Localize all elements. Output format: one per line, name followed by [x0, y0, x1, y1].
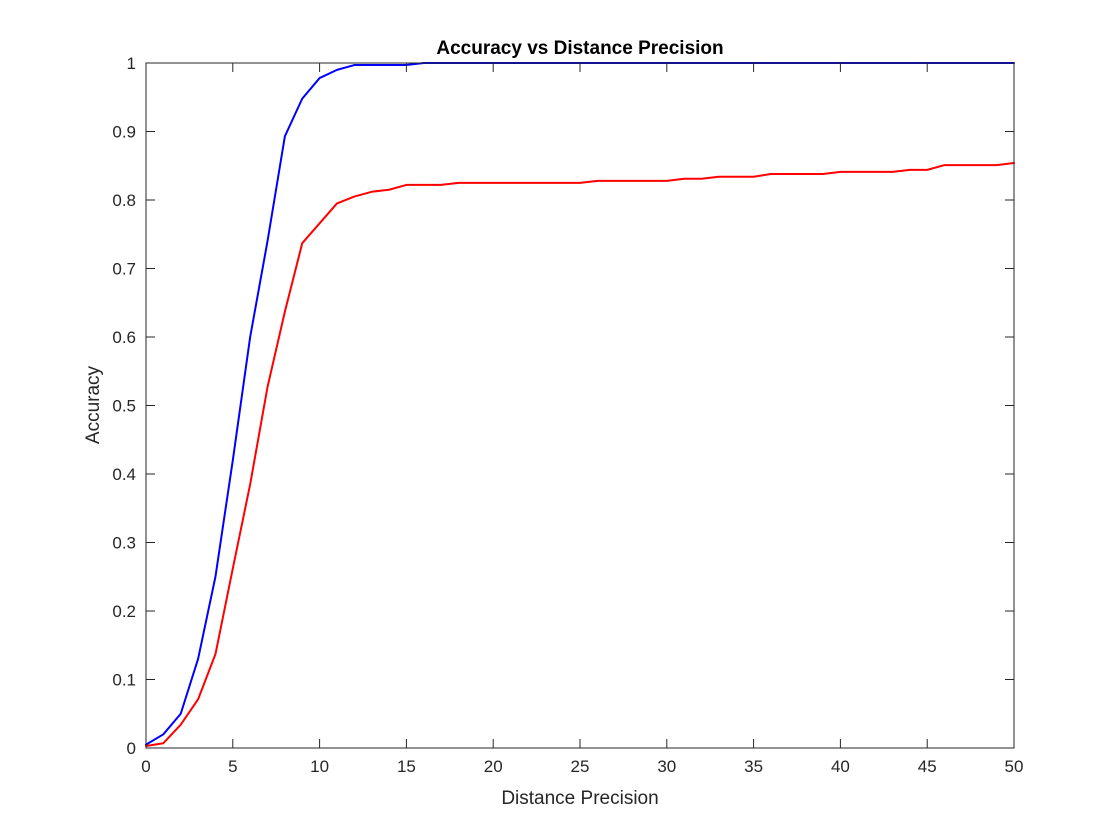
y-tick-label: 0.7	[112, 260, 136, 279]
x-tick-label: 10	[310, 757, 329, 776]
y-tick-label: 0.8	[112, 191, 136, 210]
y-tick-label: 0.4	[112, 465, 136, 484]
y-tick-label: 0.1	[112, 671, 136, 690]
x-tick-label: 45	[918, 757, 937, 776]
x-tick-label: 25	[571, 757, 590, 776]
y-tick-label: 0.9	[112, 123, 136, 142]
x-tick-label: 40	[831, 757, 850, 776]
plot-area	[146, 63, 1014, 748]
y-tick-label: 0.6	[112, 328, 136, 347]
y-tick-label: 1	[127, 54, 136, 73]
axes-box	[145, 62, 1015, 749]
y-tick-label: 0.2	[112, 602, 136, 621]
x-tick-label: 30	[657, 757, 676, 776]
series-line-2	[145, 162, 1015, 747]
y-tick-label: 0.3	[112, 534, 136, 553]
y-tick-label: 0	[127, 739, 136, 758]
tick-labels-layer: 0 5 10 15 20 25 30 35 40 45 50 0 0.1 0.2 0.3 0.4 0.5 0.6 0…	[112, 54, 1023, 776]
x-tick-label: 20	[484, 757, 503, 776]
y-axis-label: Accuracy	[83, 365, 104, 444]
x-tick-label: 0	[141, 757, 150, 776]
y-tick-label: 0.5	[112, 397, 136, 416]
x-axis-label: Distance Precision	[501, 788, 658, 809]
x-tick-label: 15	[397, 757, 416, 776]
x-tick-label: 50	[1005, 757, 1024, 776]
x-tick-label: 35	[744, 757, 763, 776]
chart-title: Accuracy vs Distance Precision	[436, 38, 723, 59]
x-tick-label: 5	[228, 757, 237, 776]
